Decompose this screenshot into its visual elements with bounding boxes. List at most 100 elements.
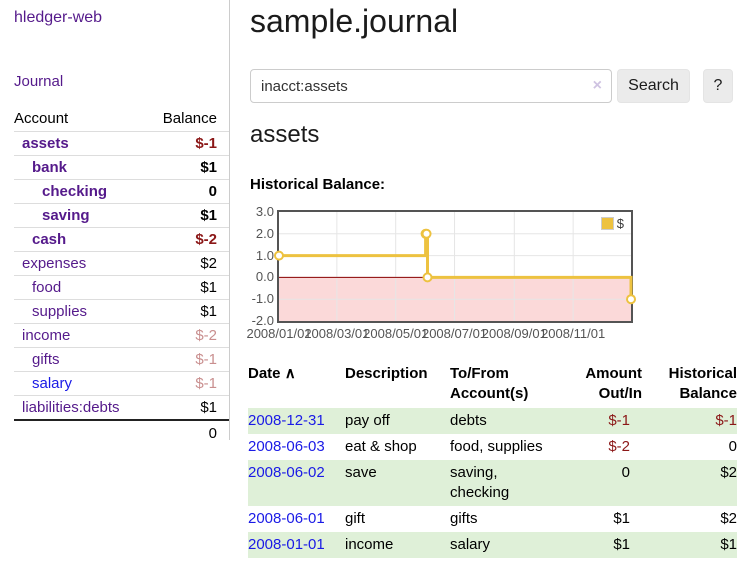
x-tick-label: 2008/05/01 — [363, 326, 429, 341]
y-tick-label: 1.0 — [255, 247, 274, 263]
date-link[interactable]: 2008-01-01 — [248, 536, 325, 553]
column-header-date[interactable]: Date ∧ — [248, 362, 345, 408]
account-balance: $-1 — [195, 351, 217, 368]
account-row: saving $1 — [14, 203, 229, 227]
account-link-expenses[interactable]: expenses — [22, 255, 87, 272]
balance-cell: $-1 — [715, 412, 737, 429]
data-point-marker — [274, 250, 284, 261]
account-row: expenses $2 — [14, 251, 229, 275]
account-row: liabilities:debts $1 — [14, 395, 229, 419]
account-link-food[interactable]: food — [32, 279, 62, 296]
clear-search-icon[interactable]: × — [592, 77, 602, 94]
date-link[interactable]: 2008-06-02 — [248, 464, 325, 481]
balance-cell: 0 — [728, 438, 737, 455]
account-balance: $-2 — [195, 231, 217, 248]
sidebar: hledger-web Journal Account Balance asse… — [0, 0, 230, 442]
table-row: 2008-06-03 eat & shop food, supplies $-2 0 — [248, 434, 737, 460]
y-tick-label: 0.0 — [255, 269, 274, 285]
account-row: salary $-1 — [14, 371, 229, 395]
account-row: gifts $-1 — [14, 347, 229, 371]
date-header-label: Date — [248, 365, 281, 382]
account-link-gifts[interactable]: gifts — [32, 351, 60, 368]
account-row: cash $-2 — [14, 227, 229, 251]
account-link-income[interactable]: income — [22, 327, 71, 344]
balance-cell: $1 — [720, 536, 737, 553]
register-table: Date ∧ Description To/From Account(s) Am… — [248, 362, 737, 558]
chart-plot-area: $ — [274, 210, 636, 323]
column-header-description: Description — [345, 365, 428, 382]
column-header-accounts: To/From Account(s) — [450, 365, 529, 402]
account-link-assets[interactable]: assets — [22, 135, 69, 152]
account-balance: 0 — [208, 183, 217, 200]
account-link-cash[interactable]: cash — [32, 231, 67, 248]
chart-legend: $ — [600, 216, 624, 231]
column-header-balance: Historical Balance — [668, 365, 737, 402]
sidebar-item-journal[interactable]: Journal — [14, 73, 64, 90]
legend-label: $ — [616, 216, 624, 231]
accounts-total-value: 0 — [208, 425, 217, 442]
y-tick-label: 3.0 — [255, 204, 274, 219]
accounts-cell: debts — [450, 412, 487, 429]
balance-cell: $2 — [720, 464, 737, 481]
amount-cell: $1 — [613, 536, 630, 553]
accounts-table-header: Account Balance — [14, 106, 229, 131]
description-cell: eat & shop — [345, 438, 417, 455]
description-cell: save — [345, 464, 377, 481]
chart-canvas — [274, 212, 636, 321]
account-balance: $1 — [200, 303, 217, 320]
account-row: bank $1 — [14, 155, 229, 179]
x-tick-label: 2008/03/01 — [304, 326, 370, 341]
table-row: 2008-06-02 save saving, checking 0 $2 — [248, 460, 737, 506]
account-row: food $1 — [14, 275, 229, 299]
description-cell: gift — [345, 510, 366, 527]
data-point-marker — [422, 272, 433, 283]
account-link-saving[interactable]: saving — [42, 207, 90, 224]
account-heading: assets — [250, 121, 320, 148]
search-input[interactable] — [250, 69, 612, 103]
help-button[interactable]: ? — [703, 69, 733, 103]
account-row: checking 0 — [14, 179, 229, 203]
account-balance: $1 — [200, 399, 217, 416]
account-link-supplies[interactable]: supplies — [32, 303, 88, 320]
account-link-bank[interactable]: bank — [32, 159, 68, 176]
account-balance: $-1 — [195, 375, 217, 392]
balance-column-header: Balance — [162, 110, 217, 127]
register-table-header: Date ∧ Description To/From Account(s) Am… — [248, 362, 737, 408]
account-link-liabilities-debts[interactable]: liabilities:debts — [22, 399, 120, 416]
account-link-checking[interactable]: checking — [42, 183, 108, 200]
date-link[interactable]: 2008-12-31 — [248, 412, 325, 429]
accounts-total-row: 0 — [14, 419, 229, 445]
y-tick-label: -1.0 — [251, 291, 274, 307]
series-swatch-icon — [600, 217, 614, 230]
account-row: income $-2 — [14, 323, 229, 347]
balance-cell: $2 — [720, 510, 737, 527]
date-cell: 2008-06-01 — [248, 506, 345, 532]
column-header-amount: Amount Out/In — [585, 365, 642, 402]
main-content: sample.journal × Search ? assets Histori… — [246, 0, 742, 582]
account-balance: $1 — [200, 159, 217, 176]
app-title-link[interactable]: hledger-web — [14, 9, 103, 26]
account-balance: $2 — [200, 255, 217, 272]
account-row: supplies $1 — [14, 299, 229, 323]
data-point-marker — [626, 294, 636, 305]
accounts-cell: gifts — [450, 510, 478, 527]
date-cell: 2008-06-03 — [248, 434, 345, 460]
amount-cell: $1 — [613, 510, 630, 527]
account-link-salary[interactable]: salary — [32, 375, 73, 392]
search-button[interactable]: Search — [617, 69, 690, 103]
date-link[interactable]: 2008-06-01 — [248, 510, 325, 527]
x-tick-label: 2008/09/01 — [481, 326, 547, 341]
date-cell: 2008-01-01 — [248, 532, 345, 558]
date-cell: 2008-12-31 — [248, 408, 345, 434]
table-row: 2008-06-01 gift gifts $1 $2 — [248, 506, 737, 532]
x-tick-label: 2008/11/01 — [541, 326, 606, 341]
account-balance: $-2 — [195, 327, 217, 344]
sort-ascending-icon: ∧ — [284, 365, 296, 382]
x-tick-label: 2008/07/01 — [421, 326, 488, 341]
search-field-wrap: × — [250, 69, 612, 103]
amount-cell: 0 — [621, 464, 630, 481]
date-link[interactable]: 2008-06-03 — [248, 438, 325, 455]
y-tick-label: 2.0 — [255, 225, 274, 241]
amount-cell: $-2 — [608, 438, 630, 455]
account-balance: $1 — [200, 207, 217, 224]
